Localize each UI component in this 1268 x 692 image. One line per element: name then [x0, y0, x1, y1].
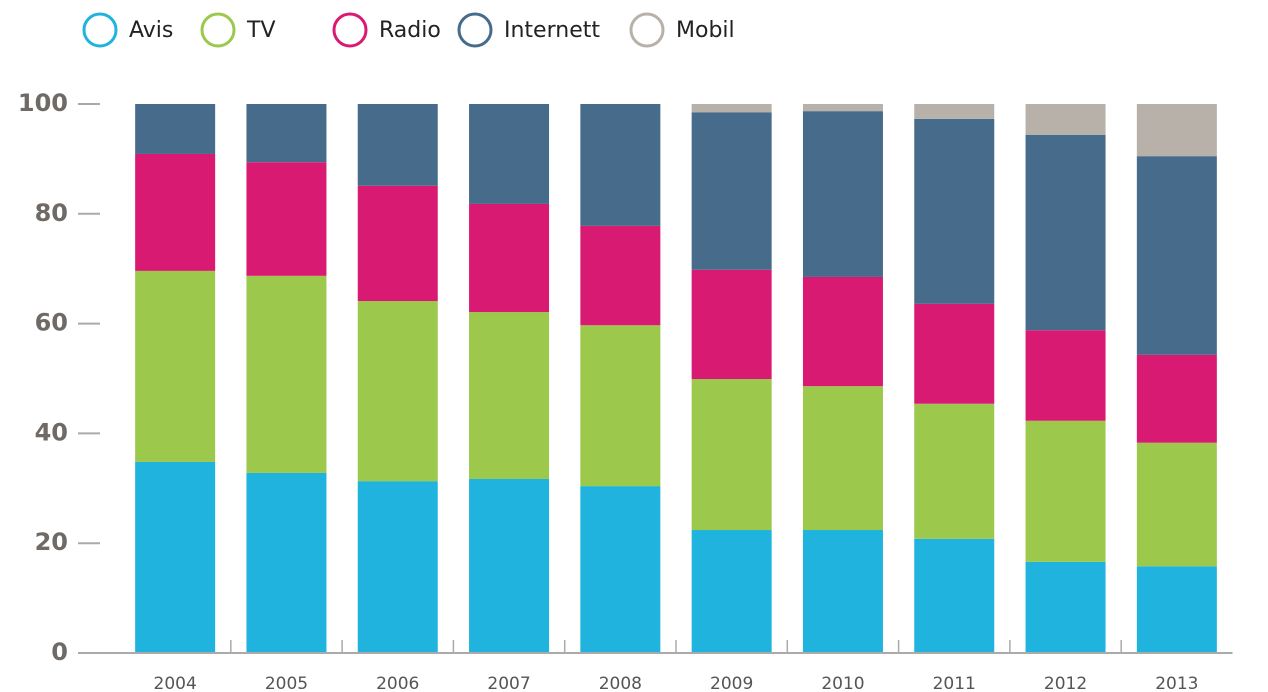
legend-swatch [82, 12, 118, 48]
bar-segment [357, 185, 438, 302]
x-tick-label: 2006 [376, 674, 419, 692]
legend-label: Radio [379, 18, 441, 43]
legend-swatch [457, 12, 493, 48]
bar-segment [246, 104, 327, 163]
y-tick-label: 0 [51, 638, 68, 666]
bar-segment [357, 481, 438, 653]
bar-segment [580, 225, 661, 326]
legend-label: Mobil [676, 18, 735, 43]
bar-segment [580, 325, 661, 487]
bar-segment [1025, 134, 1106, 331]
bar-segment [135, 104, 216, 154]
bar-segment [1025, 104, 1106, 135]
bar-segment [691, 269, 772, 380]
y-tick-label: 20 [35, 528, 68, 556]
legend-label: TV [246, 18, 276, 43]
bar-segment [580, 104, 661, 226]
bar-segment [802, 530, 883, 653]
y-tick-label: 60 [35, 309, 68, 337]
x-tick-label: 2012 [1044, 674, 1087, 692]
x-tick-label: 2004 [154, 674, 197, 692]
bar-segment [1136, 156, 1217, 355]
bar-segment [914, 538, 995, 653]
legend-swatch [200, 12, 236, 48]
bar-segment [357, 301, 438, 482]
bar-segment [469, 203, 550, 313]
bar-segment [914, 403, 995, 539]
bar-segment [691, 104, 772, 113]
x-tick-label: 2005 [265, 674, 308, 692]
x-tick-label: 2010 [821, 674, 864, 692]
bar-segment [246, 162, 327, 276]
x-tick-label: 2008 [599, 674, 642, 692]
y-tick-label: 100 [18, 89, 68, 117]
bar-segment [135, 461, 216, 653]
bar-segment [691, 379, 772, 531]
bar-segment [802, 386, 883, 531]
bar-segment [469, 478, 550, 653]
legend-label: Avis [129, 18, 173, 43]
x-tick-label: 2013 [1155, 674, 1198, 692]
bar-segment [691, 112, 772, 270]
bar-segment [135, 153, 216, 271]
bar-segment [357, 104, 438, 186]
bar-segment [1025, 330, 1106, 421]
bar-segment [914, 303, 995, 404]
bar-segment [1025, 561, 1106, 653]
bar-segment [691, 530, 772, 653]
bar-segment [802, 104, 883, 112]
bar-segment [914, 118, 995, 304]
bar-segment [246, 472, 327, 653]
bar-segment [1136, 104, 1217, 157]
bar-segment [914, 104, 995, 119]
bar-segment [469, 104, 550, 204]
bar-segment [802, 276, 883, 387]
legend-swatch [332, 12, 368, 48]
y-tick-label: 80 [35, 199, 68, 227]
bar-segment [1136, 566, 1217, 653]
bar-segment [1136, 354, 1217, 443]
y-tick-label: 40 [35, 418, 68, 446]
legend-swatch [629, 12, 665, 48]
x-tick-label: 2011 [933, 674, 976, 692]
bar-segment [580, 486, 661, 653]
x-tick-label: 2009 [710, 674, 753, 692]
bar-segment [246, 275, 327, 473]
bar-segment [135, 270, 216, 462]
legend-label: Internett [504, 18, 600, 43]
x-tick-label: 2007 [487, 674, 530, 692]
bar-segment [802, 111, 883, 277]
bar-segment [1136, 442, 1217, 567]
bar-segment [469, 312, 550, 479]
bar-segment [1025, 420, 1106, 562]
